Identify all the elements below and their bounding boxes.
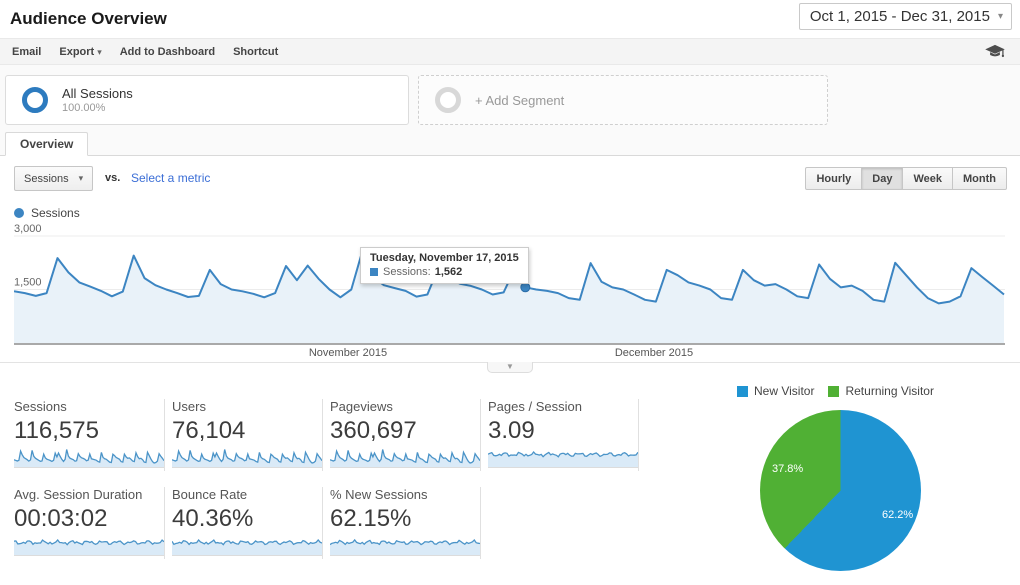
- metric-cards-row-1: Sessions 116,575 Users 76,104 Pageviews …: [14, 399, 646, 471]
- granularity-week-button[interactable]: Week: [903, 167, 954, 190]
- metric-value: 76,104: [172, 417, 246, 444]
- chevron-down-icon: ▾: [997, 11, 1003, 22]
- segment-name: All Sessions: [62, 86, 133, 101]
- pie-slice-label-new: 62.2%: [882, 509, 914, 521]
- visitor-type-pie-chart[interactable]: [760, 410, 921, 571]
- export-button[interactable]: Export ▾: [59, 45, 102, 58]
- metric-sparkline: [14, 538, 164, 556]
- metric-card-users: Users 76,104: [172, 399, 323, 471]
- report-toolbar: Email Export ▾ Add to Dashboard Shortcut: [0, 38, 1020, 65]
- svg-text:3,000: 3,000: [14, 223, 42, 235]
- svg-text:December 2015: December 2015: [615, 347, 693, 359]
- series-dot-icon: [14, 208, 24, 218]
- metric-sparkline: [488, 450, 638, 468]
- chevron-down-icon: ▾: [78, 173, 84, 183]
- vs-label: vs.: [105, 172, 121, 184]
- tooltip-date: Tuesday, November 17, 2015: [370, 252, 519, 264]
- segment-band: All Sessions 100.00% + Add Segment Overv…: [0, 65, 1020, 156]
- pie-legend-new-visitor[interactable]: New Visitor: [737, 384, 814, 398]
- chart-tooltip: Tuesday, November 17, 2015 Sessions: 1,5…: [360, 247, 529, 284]
- legend-square-icon: [737, 385, 748, 397]
- metric-selector-dropdown[interactable]: Sessions ▾: [14, 166, 94, 191]
- tooltip-series-label: Sessions:: [383, 266, 431, 278]
- metric-card-sessions: Sessions 116,575: [14, 399, 165, 471]
- page-title: Audience Overview: [10, 9, 167, 28]
- svg-text:November 2015: November 2015: [309, 347, 387, 359]
- pie-legend: New Visitor Returning Visitor: [737, 384, 948, 398]
- svg-text:1,500: 1,500: [14, 277, 42, 289]
- metric-value: 360,697: [330, 417, 417, 444]
- metric-sparkline: [330, 448, 480, 468]
- pie-legend-returning-visitor[interactable]: Returning Visitor: [828, 384, 934, 398]
- granularity-month-button[interactable]: Month: [953, 167, 1007, 190]
- granularity-button-group: Hourly Day Week Month: [805, 167, 1007, 190]
- segment-donut-icon: [435, 87, 461, 113]
- add-segment-label: + Add Segment: [475, 92, 565, 108]
- chart-legend-label: Sessions: [31, 206, 80, 220]
- metric-label[interactable]: Pageviews: [330, 399, 393, 414]
- metric-label[interactable]: Users: [172, 399, 206, 414]
- metric-value: 116,575: [14, 417, 99, 444]
- collapse-chart-button[interactable]: ▼: [487, 362, 533, 373]
- metric-value: 40.36%: [172, 505, 254, 532]
- date-range-selector[interactable]: Oct 1, 2015 - Dec 31, 2015 ▾: [798, 3, 1012, 30]
- segment-all-sessions[interactable]: All Sessions 100.00%: [5, 75, 409, 125]
- metric-label[interactable]: Pages / Session: [488, 399, 582, 414]
- metric-sparkline: [172, 539, 322, 556]
- metric-selector-label: Sessions: [24, 172, 69, 185]
- metric-sparkline: [172, 448, 322, 468]
- email-button[interactable]: Email: [12, 45, 42, 58]
- add-segment-button[interactable]: + Add Segment: [418, 75, 828, 125]
- granularity-day-button[interactable]: Day: [862, 167, 904, 190]
- granularity-hourly-button[interactable]: Hourly: [805, 167, 863, 190]
- series-square-icon: [370, 268, 378, 276]
- metric-label[interactable]: % New Sessions: [330, 487, 428, 502]
- metric-value: 62.15%: [330, 505, 412, 532]
- metric-cards-row-2: Avg. Session Duration 00:03:02 Bounce Ra…: [14, 487, 488, 559]
- metric-card-bounce-rate: Bounce Rate 40.36%: [172, 487, 323, 559]
- metric-label[interactable]: Bounce Rate: [172, 487, 248, 502]
- metric-card-pageviews: Pageviews 360,697: [330, 399, 481, 471]
- metric-sparkline: [330, 538, 480, 556]
- metric-card-new-sessions: % New Sessions 62.15%: [330, 487, 481, 559]
- legend-square-icon: [828, 385, 840, 397]
- tab-overview[interactable]: Overview: [5, 132, 89, 156]
- shortcut-button[interactable]: Shortcut: [233, 45, 279, 58]
- metric-label[interactable]: Sessions: [14, 399, 67, 414]
- page-header: Audience Overview Oct 1, 2015 - Dec 31, …: [0, 0, 1020, 38]
- select-metric-link[interactable]: Select a metric: [131, 171, 211, 185]
- metric-value: 00:03:02: [14, 505, 108, 532]
- chevron-down-icon: ▼: [506, 362, 514, 371]
- chevron-down-icon: ▾: [97, 46, 102, 57]
- segment-percent: 100.00%: [62, 102, 106, 114]
- segment-donut-icon: [22, 87, 48, 113]
- pie-slice-label-returning: 37.8%: [772, 463, 804, 475]
- tooltip-value: 1,562: [434, 266, 463, 278]
- pie-legend-label: New Visitor: [754, 384, 815, 398]
- add-to-dashboard-button[interactable]: Add to Dashboard: [119, 45, 216, 58]
- metric-value: 3.09: [488, 417, 535, 444]
- graduation-cap-icon[interactable]: [984, 44, 1006, 60]
- sessions-line-chart[interactable]: 1,500 3,000 November 2015 December 2015: [14, 222, 1005, 362]
- metric-card-pages-per-session: Pages / Session 3.09: [488, 399, 639, 471]
- date-range-text: Oct 1, 2015 - Dec 31, 2015: [809, 8, 990, 25]
- metric-sparkline: [14, 448, 164, 468]
- metric-label[interactable]: Avg. Session Duration: [14, 487, 143, 502]
- metric-card-avg-session-duration: Avg. Session Duration 00:03:02: [14, 487, 165, 559]
- chart-legend: Sessions: [14, 206, 80, 220]
- pie-legend-label: Returning Visitor: [845, 384, 934, 398]
